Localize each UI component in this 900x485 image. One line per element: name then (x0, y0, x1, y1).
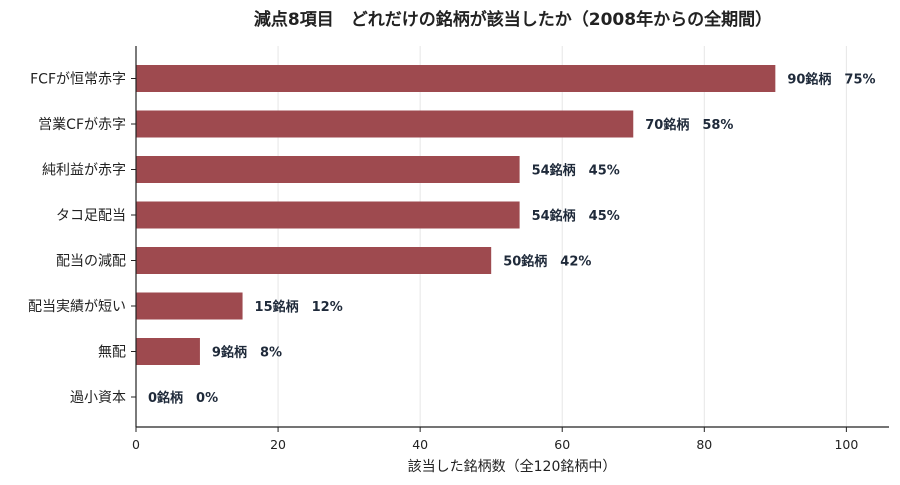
y-tick-label: 営業CFが赤字 (38, 117, 126, 133)
y-tick-label: 純利益が赤字 (42, 163, 126, 179)
data-label: 15銘柄 12% (255, 299, 343, 315)
y-tick-label: 無配 (98, 345, 126, 361)
x-tick-label: 100 (834, 437, 858, 452)
bar (136, 247, 492, 274)
data-labels: 90銘柄 75% 70銘柄 58% 54銘柄 45% 54銘柄 45% 50銘柄 42%… (148, 72, 876, 407)
x-tick-label: 40 (412, 437, 428, 452)
data-label: 50銘柄 42% (503, 254, 591, 270)
data-label: 70銘柄 58% (645, 117, 733, 133)
y-tick-label: FCFが恒常赤字 (30, 72, 126, 88)
data-label: 54銘柄 45% (532, 208, 620, 224)
bars (136, 65, 776, 365)
chart-title: 減点8項目 どれだけの銘柄が該当したか（2008年からの全期間） (254, 9, 772, 30)
y-tick-label: 過小資本 (70, 390, 126, 406)
y-tick-label: 配当実績が短い (28, 299, 126, 315)
x-axis-tick-labels: 0 20 40 60 80 100 (132, 427, 858, 452)
bar (136, 65, 776, 92)
bar (136, 110, 634, 138)
data-label: 90銘柄 75% (787, 72, 875, 88)
y-tick-label: タコ足配当 (56, 208, 126, 224)
bar (136, 292, 243, 320)
x-tick-label: 0 (132, 437, 140, 452)
x-tick-label: 20 (270, 437, 286, 452)
gridlines (277, 46, 847, 427)
data-label: 54銘柄 45% (532, 163, 620, 179)
data-label: 9銘柄 8% (212, 345, 282, 361)
bar (136, 338, 200, 365)
data-label: 0銘柄 0% (148, 390, 218, 406)
y-tick-label: 配当の減配 (56, 253, 126, 270)
x-axis-label: 該当した銘柄数（全120銘柄中） (408, 458, 617, 475)
x-tick-label: 80 (696, 437, 712, 452)
y-axis-tick-labels: FCFが恒常赤字営業CFが赤字純利益が赤字タコ足配当配当の減配配当実績が短い無配… (28, 72, 136, 406)
bar (136, 201, 520, 229)
bar (136, 156, 520, 183)
x-tick-label: 60 (554, 437, 570, 452)
